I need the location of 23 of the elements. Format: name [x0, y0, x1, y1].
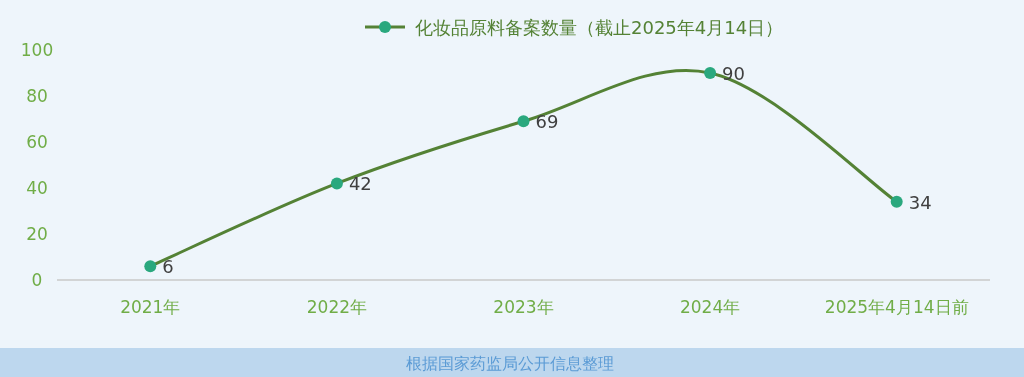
x-tick-label: 2025年4月14日前 [824, 297, 969, 317]
point [890, 195, 903, 208]
y-tick-label: 20 [26, 224, 48, 244]
data-label: 90 [722, 63, 746, 84]
x-tick-label: 2021年 [120, 297, 181, 317]
x-tick-label: 2022年 [306, 297, 368, 317]
y-tick-label: 100 [20, 40, 54, 60]
y-tick-label: 40 [26, 178, 48, 198]
data-label: 6 [162, 256, 174, 278]
text: 根据国家药监局公开信息整理 [406, 354, 614, 373]
y-tick-label: 80 [26, 86, 48, 106]
legend-label: 化妆品原料备案数量（截止2025年4月14日） [415, 17, 784, 38]
point [144, 260, 157, 273]
y-tick-label: 0 [31, 270, 43, 290]
data-label: 34 [908, 191, 932, 213]
y-tick-label: 60 [26, 132, 48, 152]
point [517, 115, 530, 128]
point [330, 177, 343, 190]
data-label: 42 [348, 173, 372, 195]
point [704, 67, 717, 79]
x-tick-label: 2023年 [493, 297, 554, 317]
data-label: 69 [535, 111, 559, 133]
x-tick-label: 2024年 [679, 297, 741, 317]
